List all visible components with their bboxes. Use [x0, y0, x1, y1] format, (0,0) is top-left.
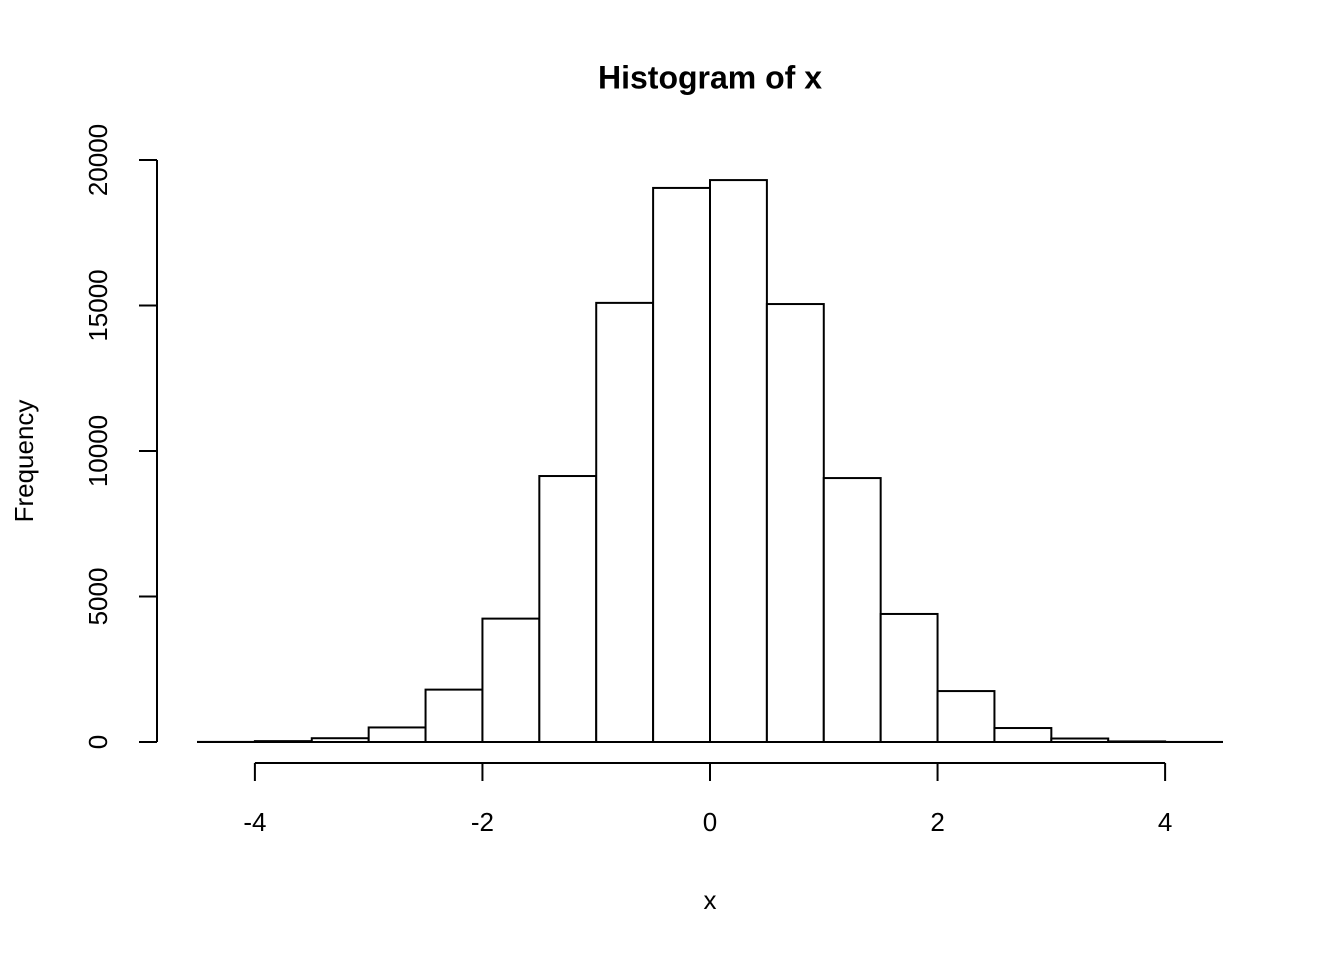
x-tick-label: -4	[243, 807, 266, 837]
x-axis-label: x	[704, 885, 717, 915]
bar	[709, 179, 768, 744]
bar	[1107, 740, 1167, 744]
chart-title: Histogram of x	[598, 59, 822, 95]
y-tick-label: 15000	[83, 269, 113, 341]
y-tick-label: 10000	[83, 415, 113, 487]
bar	[936, 690, 996, 744]
bar	[310, 737, 370, 743]
bar	[765, 303, 825, 743]
bar	[879, 612, 939, 744]
bar	[652, 186, 711, 744]
x-tick-label: 0	[703, 807, 717, 837]
bar	[993, 727, 1053, 743]
bar	[424, 688, 484, 743]
x-tick-label: 2	[930, 807, 944, 837]
bar	[538, 475, 598, 743]
bar	[367, 726, 427, 744]
bar	[1050, 737, 1110, 743]
bar	[481, 617, 541, 744]
bar	[253, 740, 313, 744]
y-axis-label: Frequency	[9, 400, 39, 523]
bar	[595, 301, 655, 743]
x-tick-label: -2	[471, 807, 494, 837]
bar	[822, 477, 882, 743]
y-tick-label: 0	[83, 735, 113, 749]
y-tick-label: 5000	[83, 568, 113, 626]
y-tick-label: 20000	[83, 124, 113, 196]
x-tick-label: 4	[1158, 807, 1172, 837]
